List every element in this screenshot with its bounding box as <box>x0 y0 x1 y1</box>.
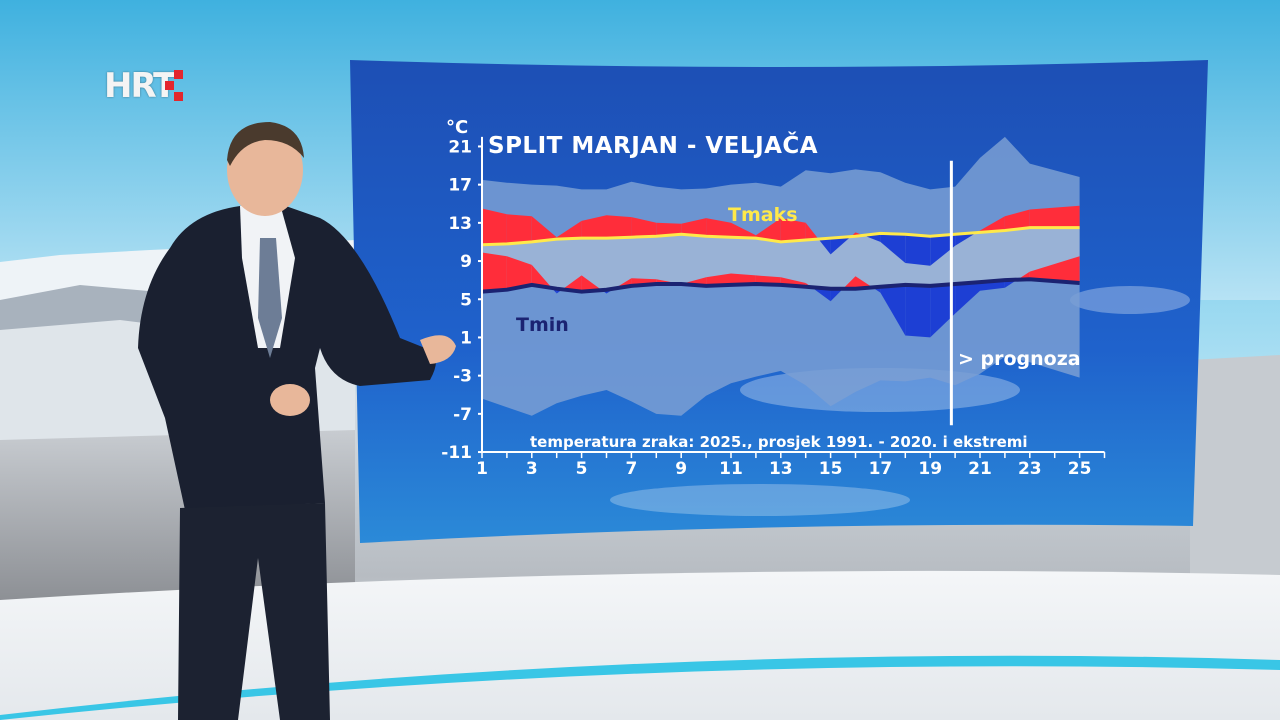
x-tick-label-5: 5 <box>576 459 588 479</box>
tmax-anomaly-19-0 <box>955 232 977 246</box>
tmax-anomaly-18-0 <box>930 234 956 266</box>
presenter-jacket <box>138 204 436 510</box>
tmin-anomaly-0-0 <box>482 252 507 292</box>
tmax-anomaly-17-0 <box>905 234 931 266</box>
presenter-hand-clicker <box>270 384 310 416</box>
x-tick-label-1: 1 <box>476 459 488 479</box>
tmax-anomaly-0-0 <box>482 208 507 245</box>
logo-square-2 <box>165 81 174 90</box>
tmax-anomaly-14-0 <box>830 236 851 255</box>
x-tick-label-13: 13 <box>769 459 793 479</box>
tmin-anomaly-14-0 <box>830 288 843 302</box>
x-tick-label-23: 23 <box>1018 459 1042 479</box>
logo-square-1 <box>174 70 183 79</box>
hrt-logo: HRT <box>104 66 188 108</box>
tmax-anomaly-13-1 <box>818 238 831 255</box>
tmin-anomaly-3-1 <box>562 275 582 292</box>
logo-square-3 <box>174 92 183 101</box>
y-tick-label-9: 9 <box>460 252 472 272</box>
tmax-anomaly-2-0 <box>531 216 557 242</box>
y-tick-label--3: -3 <box>453 367 472 387</box>
tmax-anomaly-8-0 <box>681 218 707 237</box>
x-tick-label-19: 19 <box>918 459 942 479</box>
tmax-anomaly-12-0 <box>780 218 806 242</box>
x-tick-label-3: 3 <box>526 459 538 479</box>
tmax-anomaly-5-0 <box>606 215 632 239</box>
x-tick-label-25: 25 <box>1068 459 1092 479</box>
y-tick-label-21: 21 <box>448 137 472 157</box>
tmax-anomaly-10-0 <box>731 222 756 239</box>
floor-accent-stripe <box>0 655 1280 720</box>
tmax-anomaly-16-0 <box>880 233 906 263</box>
tmin-anomaly-13-1 <box>811 287 831 302</box>
presenter-face <box>227 124 303 216</box>
tmax-anomaly-1-0 <box>506 214 532 244</box>
tmin-anomaly-10-0 <box>731 273 756 285</box>
presenter-hand-pointing <box>420 335 456 364</box>
legend-tmin: Tmin <box>516 314 569 336</box>
y-tick-label-1: 1 <box>460 328 472 348</box>
y-tick-label-13: 13 <box>448 214 472 234</box>
tmax-anomaly-13-0 <box>805 222 819 240</box>
tmin-normal-line <box>481 277 1080 294</box>
x-tick-label-9: 9 <box>675 459 687 479</box>
x-tick-label-15: 15 <box>819 459 843 479</box>
tmin-anomaly-17-0 <box>905 284 931 338</box>
cloud-3 <box>610 484 910 516</box>
tmax-anomaly-6-0 <box>631 217 657 238</box>
x-tick-label-7: 7 <box>625 459 637 479</box>
x-tick-label-21: 21 <box>968 459 992 479</box>
tmin-anomaly-1-0 <box>506 256 532 290</box>
y-tick-label--7: -7 <box>453 405 472 425</box>
x-tick-label-11: 11 <box>719 459 743 479</box>
y-axis-unit: °C <box>446 117 469 138</box>
tmax-normal-line <box>481 226 1080 247</box>
tmin-anomaly-4-0 <box>581 275 602 292</box>
presenter-hair <box>227 122 304 166</box>
tmin-anomaly-16-0 <box>880 284 906 336</box>
legend-tmaks: Tmaks <box>728 204 798 226</box>
y-tick-label-5: 5 <box>460 290 472 310</box>
tmax-anomaly-21-0 <box>1004 209 1030 231</box>
forecast-label: > prognoza <box>958 348 1081 370</box>
rocky-ground-right <box>1190 355 1280 600</box>
y-tick-label--11: -11 <box>441 443 472 463</box>
tmax-anomaly-7-0 <box>656 222 682 237</box>
presenter-trousers <box>178 503 330 720</box>
x-tick-label-17: 17 <box>869 459 893 479</box>
tmax-anomaly-3-0 <box>556 220 582 240</box>
tmin-anomaly-22-0 <box>1029 256 1080 283</box>
chart-subtitle: temperatura zraka: 2025., prosjek 1991. … <box>530 433 1028 451</box>
tmin-anomaly-2-0 <box>531 264 552 288</box>
tmax-anomaly-11-0 <box>755 218 781 242</box>
tmax-anomaly-4-0 <box>581 215 607 239</box>
tmax-anomaly-22-0 <box>1029 205 1080 228</box>
logo-text: HRT <box>104 66 176 106</box>
tmin-anomaly-18-0 <box>930 284 956 338</box>
y-tick-label-17: 17 <box>448 176 472 196</box>
tmin-anomaly-15-0 <box>855 276 873 289</box>
tmin-anomaly-14-1 <box>843 276 856 289</box>
cloud-2 <box>1070 286 1190 314</box>
tmax-anomaly-20-0 <box>980 216 1005 233</box>
presenter-tie <box>258 238 282 358</box>
tmin-anomaly-9-0 <box>706 273 731 286</box>
chart-title: SPLIT MARJAN - VELJAČA <box>488 133 819 159</box>
presenter-figure <box>138 122 456 720</box>
tmax-anomaly-9-0 <box>706 218 731 238</box>
tmin-anomaly-19-0 <box>955 282 980 314</box>
